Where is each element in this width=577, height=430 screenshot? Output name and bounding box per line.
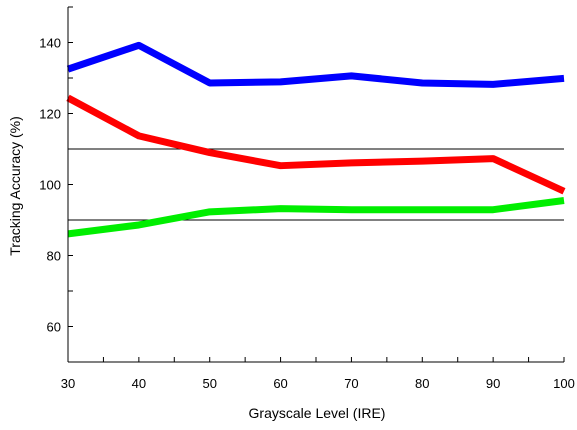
x-tick-label: 100	[553, 376, 575, 391]
series-line-0	[66, 41, 565, 88]
x-tick-label: 80	[415, 376, 429, 391]
y-tick-label: 120	[39, 107, 61, 122]
y-tick-label: 140	[39, 36, 61, 51]
x-tick-label: 60	[273, 376, 287, 391]
x-tick-label: 40	[132, 376, 146, 391]
y-tick-label: 60	[47, 320, 61, 335]
x-ticks: 30 40 50 60 70 80 90 100	[61, 357, 575, 391]
x-tick-label: 70	[344, 376, 358, 391]
y-axis-title: Tracking Accuracy (%)	[7, 116, 23, 256]
series-line-2	[67, 197, 565, 238]
x-tick-label: 30	[61, 376, 75, 391]
series-line-1	[66, 94, 566, 195]
y-tick-label: 100	[39, 178, 61, 193]
series-layer	[66, 41, 566, 238]
y-tick-label: 80	[47, 249, 61, 264]
x-tick-label: 90	[486, 376, 500, 391]
x-tick-label: 50	[202, 376, 216, 391]
y-ticks: 60 80 100 120 140	[39, 6, 73, 363]
x-axis-title: Grayscale Level (IRE)	[249, 405, 386, 421]
